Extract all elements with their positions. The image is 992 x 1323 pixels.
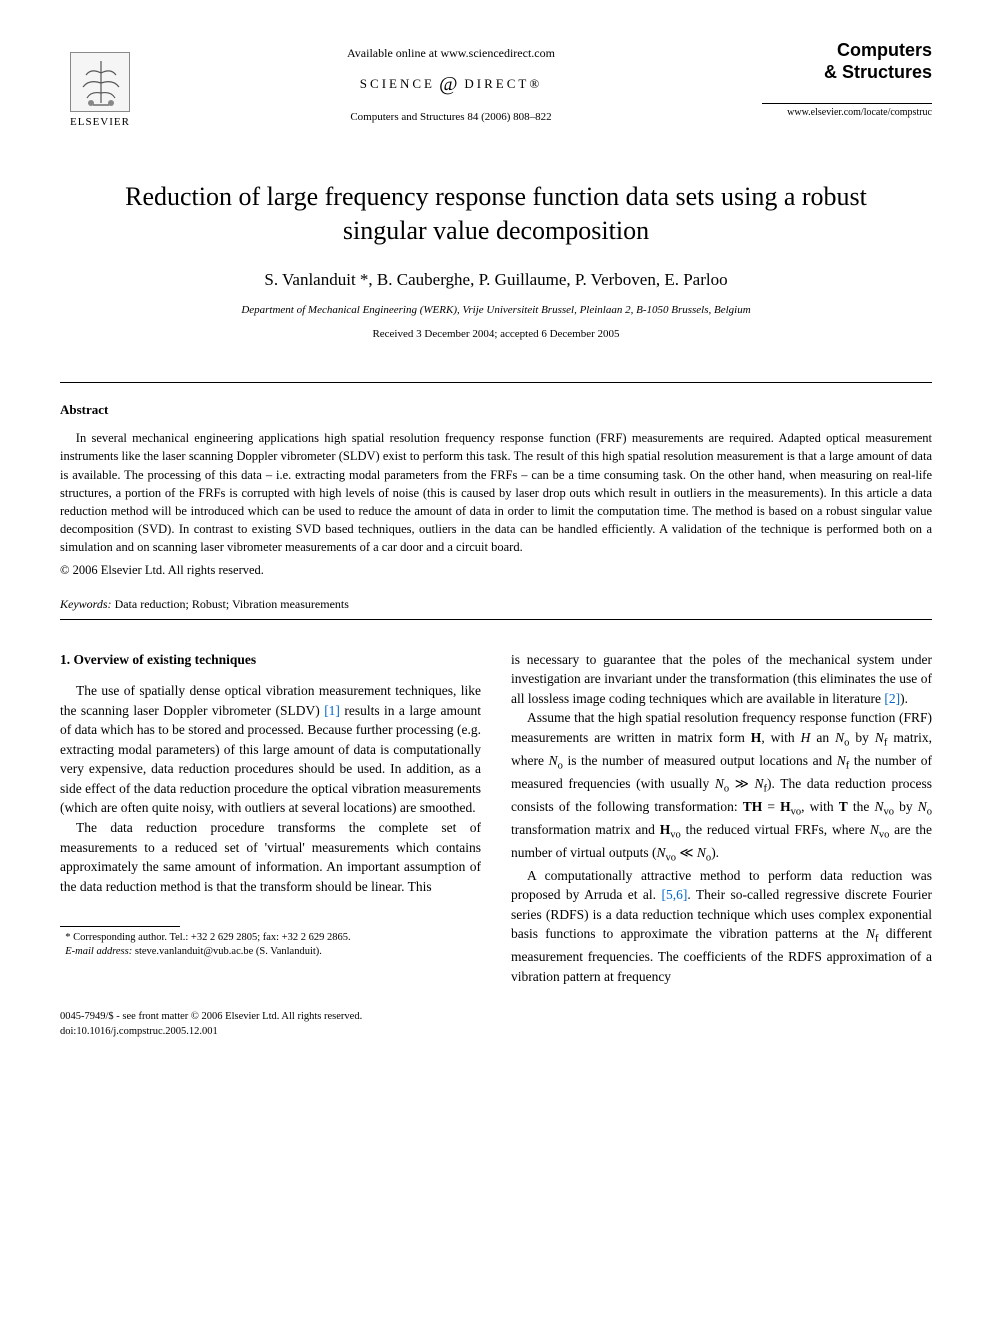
email-label: E-mail address: <box>65 946 132 957</box>
right-para-3: A computationally attractive method to p… <box>511 866 932 987</box>
affiliation: Department of Mechanical Engineering (WE… <box>60 303 932 318</box>
footnote-block: * Corresponding author. Tel.: +32 2 629 … <box>60 931 481 958</box>
keywords-label: Keywords: <box>60 597 112 611</box>
footer-left: 0045-7949/$ - see front matter © 2006 El… <box>60 1010 362 1039</box>
left-para-2: The data reduction procedure transforms … <box>60 818 481 896</box>
copyright-line: © 2006 Elsevier Ltd. All rights reserved… <box>60 562 932 580</box>
journal-reference: Computers and Structures 84 (2006) 808–8… <box>140 110 762 125</box>
sd-at-icon: @ <box>439 70 460 98</box>
journal-name: Computers & Structures <box>762 40 932 83</box>
article-title: Reduction of large frequency response fu… <box>100 180 892 248</box>
abstract-heading: Abstract <box>60 401 932 419</box>
journal-url: www.elsevier.com/locate/compstruc <box>762 106 932 120</box>
header-center: Available online at www.sciencedirect.co… <box>140 40 762 125</box>
right-column: is necessary to guarantee that the poles… <box>511 650 932 987</box>
authors-list: S. Vanlanduit *, B. Cauberghe, P. Guilla… <box>60 268 932 292</box>
elsevier-label: ELSEVIER <box>70 115 130 130</box>
journal-name-line1: Computers <box>837 40 932 60</box>
ref-link-1[interactable]: [1] <box>324 703 340 718</box>
keywords-text: Data reduction; Robust; Vibration measur… <box>112 597 349 611</box>
right-para-1: is necessary to guarantee that the poles… <box>511 650 932 709</box>
journal-header: ELSEVIER Available online at www.science… <box>60 40 932 130</box>
sd-right: DIRECT® <box>464 75 542 93</box>
abstract-text: In several mechanical engineering applic… <box>60 429 932 556</box>
ref-link-56[interactable]: [5,6] <box>661 887 687 902</box>
right-para-2: Assume that the high spatial resolution … <box>511 708 932 865</box>
sd-left: SCIENCE <box>360 75 435 93</box>
email-address: steve.vanlanduit@vub.ac.be (S. Vanlandui… <box>132 946 322 957</box>
left-para-1: The use of spatially dense optical vibra… <box>60 681 481 818</box>
footnote-separator <box>60 926 180 927</box>
section-1-heading: 1. Overview of existing techniques <box>60 650 481 670</box>
left-column: 1. Overview of existing techniques The u… <box>60 650 481 987</box>
journal-title-box: Computers & Structures www.elsevier.com/… <box>762 40 932 120</box>
body-columns: 1. Overview of existing techniques The u… <box>60 650 932 987</box>
footer-copyright: 0045-7949/$ - see front matter © 2006 El… <box>60 1011 362 1022</box>
keywords-line: Keywords: Data reduction; Robust; Vibrat… <box>60 596 932 613</box>
elsevier-logo: ELSEVIER <box>60 40 140 130</box>
abstract-top-rule <box>60 382 932 383</box>
abstract-bottom-rule <box>60 619 932 620</box>
footer-doi: doi:10.1016/j.compstruc.2005.12.001 <box>60 1026 218 1037</box>
page-footer: 0045-7949/$ - see front matter © 2006 El… <box>60 1010 932 1039</box>
journal-rule <box>762 103 932 104</box>
journal-name-line2: & Structures <box>824 62 932 82</box>
received-dates: Received 3 December 2004; accepted 6 Dec… <box>60 327 932 342</box>
abstract-body: In several mechanical engineering applic… <box>60 431 932 554</box>
science-direct-logo: SCIENCE @ DIRECT® <box>140 70 762 98</box>
corresponding-author: * Corresponding author. Tel.: +32 2 629 … <box>65 932 350 943</box>
elsevier-tree-icon <box>70 52 130 112</box>
ref-link-2[interactable]: [2] <box>884 691 900 706</box>
available-online-text: Available online at www.sciencedirect.co… <box>140 45 762 62</box>
